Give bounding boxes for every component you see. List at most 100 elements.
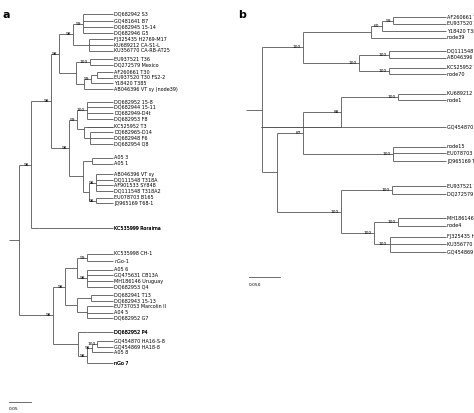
Text: A05 3: A05 3	[114, 155, 128, 160]
Text: 100: 100	[383, 152, 391, 156]
Text: A04 5: A04 5	[114, 310, 128, 315]
Text: KC525952 T3: KC525952 T3	[114, 124, 147, 129]
Text: DQ272579 Mexico: DQ272579 Mexico	[114, 62, 159, 67]
Text: 100: 100	[87, 342, 95, 346]
Text: DQ682948 F6: DQ682948 F6	[114, 135, 148, 140]
Text: AF260661 T30: AF260661 T30	[447, 15, 474, 20]
Text: 100: 100	[388, 95, 396, 99]
Text: Y18420 T385: Y18420 T385	[447, 29, 474, 34]
Text: 100: 100	[382, 188, 390, 192]
Text: 100: 100	[331, 210, 339, 214]
Text: DQ111548 T318A: DQ111548 T318A	[447, 49, 474, 54]
Text: DQ682954 Q8: DQ682954 Q8	[114, 141, 149, 146]
Text: 100: 100	[349, 61, 357, 65]
Text: DQ682952 P4: DQ682952 P4	[114, 330, 148, 335]
Text: 98: 98	[66, 32, 72, 36]
Text: node70: node70	[447, 72, 465, 77]
Text: KC535999 Roraima: KC535999 Roraima	[114, 226, 161, 231]
Text: DQ111548 T318A2: DQ111548 T318A2	[114, 188, 161, 193]
Text: MH186146 Uruguay: MH186146 Uruguay	[114, 279, 164, 284]
Text: 98: 98	[89, 199, 94, 202]
Text: 99: 99	[75, 21, 81, 26]
Text: 99: 99	[83, 77, 89, 81]
Text: DQ682943 15-13: DQ682943 15-13	[114, 298, 156, 303]
Text: 98: 98	[79, 354, 85, 358]
Text: GQ454869 HA18-8: GQ454869 HA18-8	[447, 250, 474, 255]
Text: DQ682942 S3: DQ682942 S3	[114, 12, 148, 17]
Text: EU078703 B165: EU078703 B165	[114, 195, 154, 200]
Text: AF260661 T30: AF260661 T30	[114, 70, 150, 75]
Text: 98: 98	[23, 163, 29, 166]
Text: A05 1: A05 1	[114, 161, 128, 166]
Text: b: b	[238, 10, 246, 20]
Text: nGo 7: nGo 7	[114, 361, 129, 366]
Text: KC535998 CH-1: KC535998 CH-1	[114, 252, 153, 256]
Text: 100: 100	[378, 69, 386, 73]
Text: 98: 98	[79, 276, 85, 280]
Text: 100: 100	[364, 231, 372, 235]
Text: EU937520 T30 FS2-2: EU937520 T30 FS2-2	[114, 75, 165, 80]
Text: 100: 100	[293, 45, 301, 50]
Text: 98: 98	[89, 180, 94, 185]
Text: 98: 98	[61, 146, 67, 150]
Text: AB046396 VT sy: AB046396 VT sy	[114, 172, 155, 177]
Text: MH186146 Uruguay: MH186146 Uruguay	[447, 216, 474, 221]
Text: DQ682953 F8: DQ682953 F8	[114, 116, 148, 121]
Text: DQ682941 T13: DQ682941 T13	[114, 292, 151, 297]
Text: GQ454870 HA16-S-8: GQ454870 HA16-S-8	[114, 338, 165, 343]
Text: EU078703 B165: EU078703 B165	[447, 151, 474, 156]
Text: GQ481641 B7: GQ481641 B7	[114, 18, 148, 23]
Text: EU937521 T36: EU937521 T36	[114, 57, 150, 62]
Text: DQ272579 Mexico: DQ272579 Mexico	[447, 192, 474, 197]
Text: node4: node4	[447, 223, 462, 228]
Text: 60: 60	[374, 24, 380, 28]
Text: DQ682953 Q4: DQ682953 Q4	[114, 285, 149, 290]
Text: AB046396 VT sy (node39): AB046396 VT sy (node39)	[114, 87, 178, 92]
Text: EU737053 Marcolin II: EU737053 Marcolin II	[114, 304, 166, 309]
Text: DQ682952 15-8: DQ682952 15-8	[114, 100, 153, 104]
Text: DQ682952 G7: DQ682952 G7	[114, 316, 149, 321]
Text: DQ682949-D4t: DQ682949-D4t	[114, 111, 151, 116]
Text: KC535999 Roraima: KC535999 Roraima	[114, 226, 161, 231]
Text: GQ454870 HA16-S-: GQ454870 HA16-S-	[447, 125, 474, 130]
Text: GQ454869 HA18-8: GQ454869 HA18-8	[114, 344, 160, 349]
Text: node15: node15	[447, 144, 465, 149]
Text: KU356770 CA-RB-AT25: KU356770 CA-RB-AT25	[447, 242, 474, 247]
Text: DQ111548 T318A: DQ111548 T318A	[114, 178, 158, 183]
Text: nGo 7: nGo 7	[114, 361, 129, 366]
Text: AB046396 VT sy: AB046396 VT sy	[447, 55, 474, 60]
Text: 98: 98	[85, 346, 91, 350]
Text: 98: 98	[58, 285, 64, 289]
Text: EU937521 T36: EU937521 T36	[447, 184, 474, 189]
Text: GQ475631 CB13A: GQ475631 CB13A	[114, 273, 158, 278]
Text: DQ682952 P4: DQ682952 P4	[114, 330, 148, 335]
Text: 0.05: 0.05	[9, 407, 18, 411]
Text: node1: node1	[447, 98, 462, 103]
Text: 99: 99	[69, 118, 75, 122]
Text: KU689212 CA-S1-L: KU689212 CA-S1-L	[114, 43, 160, 47]
Text: A05 6: A05 6	[114, 267, 128, 272]
Text: 100: 100	[378, 52, 386, 57]
Text: AF901533 SY848: AF901533 SY848	[114, 183, 156, 188]
Text: DQ682946 G5: DQ682946 G5	[114, 30, 149, 35]
Text: 99: 99	[385, 19, 391, 23]
Text: 99: 99	[79, 256, 85, 259]
Text: FJ325435 H2769-M17: FJ325435 H2769-M17	[114, 37, 167, 42]
Text: nGo-1: nGo-1	[114, 259, 129, 263]
Text: JQ965169 T68-1: JQ965169 T68-1	[447, 159, 474, 164]
Text: node39: node39	[447, 36, 465, 40]
Text: 100: 100	[388, 220, 396, 224]
Text: Y18420 T385: Y18420 T385	[114, 81, 147, 86]
Text: EU937520 T30 FS2-2: EU937520 T30 FS2-2	[447, 21, 474, 26]
Text: 98: 98	[52, 52, 57, 56]
Text: 100: 100	[77, 109, 85, 112]
Text: A05 8: A05 8	[114, 350, 128, 355]
Text: KU356770 CA-RB-AT25: KU356770 CA-RB-AT25	[114, 48, 170, 53]
Text: JQ965169 T68-1: JQ965169 T68-1	[114, 201, 154, 206]
Text: DQ682965-D14: DQ682965-D14	[114, 130, 152, 135]
Text: 98: 98	[44, 99, 49, 103]
Text: FJ325435 H2769-M17: FJ325435 H2769-M17	[447, 234, 474, 239]
Text: KU689212 CA-S1-L: KU689212 CA-S1-L	[447, 91, 474, 96]
Text: 100: 100	[379, 242, 387, 247]
Text: 100: 100	[80, 60, 88, 64]
